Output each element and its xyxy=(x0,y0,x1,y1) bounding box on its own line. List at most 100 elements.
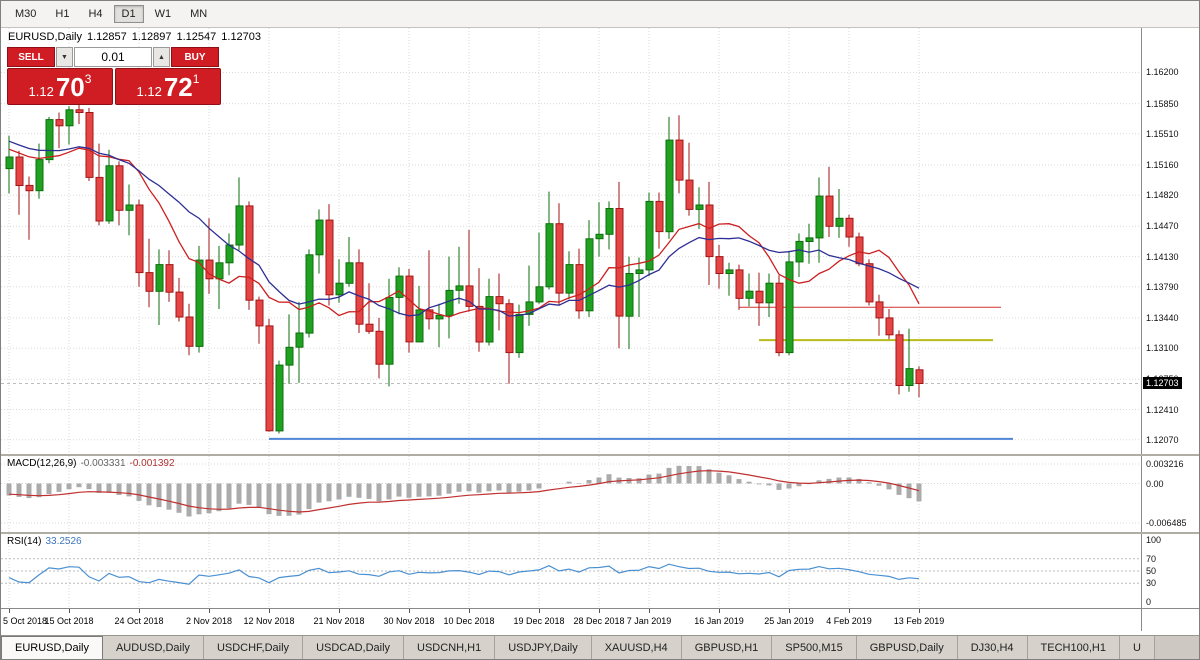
axis-tick: 1.14820 xyxy=(1146,190,1179,201)
date-label: 16 Jan 2019 xyxy=(694,616,744,626)
rsi-canvas[interactable] xyxy=(1,534,1141,608)
chart-title: EURUSD,Daily 1.12857 1.12897 1.12547 1.12703 xyxy=(8,31,266,43)
chart-area: EURUSD,Daily 1.12857 1.12897 1.12547 1.12703… xyxy=(1,28,1199,635)
axis-tick: 70 xyxy=(1146,553,1157,564)
axis-tick: 0 xyxy=(1146,596,1152,607)
macd-signal-line xyxy=(8,470,920,513)
date-label: 4 Feb 2019 xyxy=(826,616,872,626)
chart-tab-usdjpy-daily[interactable]: USDJPY,Daily xyxy=(495,636,592,659)
moving-average-line xyxy=(8,140,920,317)
price-chart-canvas[interactable] xyxy=(1,28,1141,454)
buy-price-big: 72 xyxy=(163,71,193,102)
chart-tabs-bar: EURUSD,Daily AUDUSD,Daily USDCHF,Daily USDC… xyxy=(1,635,1199,659)
axis-tick: 50 xyxy=(1146,566,1157,576)
date-label: 5 Oct 2018 xyxy=(3,616,48,626)
rsi-name: RSI(14) xyxy=(7,536,42,547)
macd-label: MACD(12,26,9) -0.003331 -0.001392 xyxy=(7,458,175,469)
buy-button[interactable]: BUY xyxy=(171,47,219,67)
timeframe-button-m30[interactable]: M30 xyxy=(7,5,44,23)
sell-price-button[interactable]: 1.12 70 3 xyxy=(7,68,113,105)
time-tick xyxy=(139,609,140,613)
chart-tab-tech100-h1[interactable]: TECH100,H1 xyxy=(1027,636,1120,659)
axis-tick: 1.15850 xyxy=(1146,98,1179,109)
axis-tick: 1.13440 xyxy=(1146,312,1179,323)
time-tick xyxy=(69,609,70,613)
chart-tab-u[interactable]: U xyxy=(1119,636,1155,659)
rsi-label: RSI(14) 33.2526 xyxy=(7,536,82,547)
buy-price-button[interactable]: 1.12 72 1 xyxy=(115,68,221,105)
axis-tick: 1.14130 xyxy=(1146,251,1179,262)
time-tick xyxy=(409,609,410,613)
sell-price-prefix: 1.12 xyxy=(28,84,54,99)
current-price-tag: 1.12703 xyxy=(1143,377,1182,390)
time-tick xyxy=(339,609,340,613)
macd-histogram xyxy=(6,465,922,517)
time-tick xyxy=(849,609,850,613)
macd-name: MACD(12,26,9) xyxy=(7,458,77,469)
timeframe-button-h1[interactable]: H1 xyxy=(47,5,77,23)
price-axis[interactable]: 1.16200 1.15850 1.15510 1.15160 1.14820 1.144… xyxy=(1141,28,1198,454)
chart-tab-usdcnh-h1[interactable]: USDCNH,H1 xyxy=(404,636,496,659)
chart-tab-dj30-h4[interactable]: DJ30,H4 xyxy=(957,636,1028,659)
chart-tab-audusd-daily[interactable]: AUDUSD,Daily xyxy=(102,636,204,659)
volume-input[interactable] xyxy=(74,47,152,67)
macd-main-value: -0.003331 xyxy=(80,458,126,469)
rsi-axis[interactable]: 100 70 50 30 0 xyxy=(1141,534,1198,608)
date-label: 25 Jan 2019 xyxy=(764,616,814,626)
date-label: 21 Nov 2018 xyxy=(313,616,365,626)
time-tick xyxy=(789,609,790,613)
date-label: 10 Dec 2018 xyxy=(443,616,495,626)
timeframe-button-h4[interactable]: H4 xyxy=(80,5,110,23)
timeframe-button-mn[interactable]: MN xyxy=(182,5,215,23)
chart-tab-sp500-m15[interactable]: SP500,M15 xyxy=(772,636,857,659)
volume-increase-button[interactable]: ▲ xyxy=(153,47,170,67)
timeframe-button-w1[interactable]: W1 xyxy=(147,5,180,23)
ohlc-open: 1.12857 xyxy=(86,31,127,43)
macd-canvas[interactable] xyxy=(1,456,1141,532)
chart-tab-gbpusd-daily[interactable]: GBPUSD,Daily xyxy=(856,636,958,659)
rsi-value: 33.2526 xyxy=(45,536,82,547)
rsi-line xyxy=(8,563,920,585)
timeframe-button-d1[interactable]: D1 xyxy=(113,5,144,23)
time-axis[interactable]: 5 Oct 2018 15 Oct 2018 24 Oct 2018 2 Nov 20… xyxy=(1,609,1141,631)
macd-plot[interactable]: MACD(12,26,9) -0.003331 -0.001392 xyxy=(1,456,1141,532)
pane-splitter[interactable] xyxy=(1,454,1199,456)
axis-tick: 0.003216 xyxy=(1146,458,1184,469)
rsi-plot[interactable]: RSI(14) 33.2526 xyxy=(1,534,1141,608)
chart-tab-usdcad-daily[interactable]: USDCAD,Daily xyxy=(303,636,405,659)
axis-corner xyxy=(1141,609,1198,631)
axis-tick: 1.16200 xyxy=(1146,67,1179,78)
date-label: 28 Dec 2018 xyxy=(573,616,625,626)
chart-tab-gbpusd-h1[interactable]: GBPUSD,H1 xyxy=(681,636,773,659)
axis-tick: -0.006485 xyxy=(1146,517,1187,528)
sell-button[interactable]: SELL xyxy=(7,47,55,67)
date-label: 19 Dec 2018 xyxy=(513,616,565,626)
axis-tick: 1.12410 xyxy=(1146,404,1179,415)
date-label: 24 Oct 2018 xyxy=(114,616,164,626)
price-pane: EURUSD,Daily 1.12857 1.12897 1.12547 1.12703… xyxy=(1,28,1199,454)
pane-splitter[interactable] xyxy=(1,532,1199,534)
volume-decrease-button[interactable]: ▼ xyxy=(56,47,73,67)
axis-tick: 30 xyxy=(1146,578,1157,589)
time-tick xyxy=(919,609,920,613)
price-plot[interactable]: EURUSD,Daily 1.12857 1.12897 1.12547 1.12703… xyxy=(1,28,1141,454)
macd-axis[interactable]: 0.003216 0.00 -0.006485 xyxy=(1141,456,1198,532)
time-axis-row: 5 Oct 2018 15 Oct 2018 24 Oct 2018 2 Nov 20… xyxy=(1,608,1199,631)
macd-pane: MACD(12,26,9) -0.003331 -0.001392 0.003216… xyxy=(1,456,1199,532)
chart-tab-usdchf-daily[interactable]: USDCHF,Daily xyxy=(203,636,304,659)
buy-price-pip: 1 xyxy=(192,71,200,86)
candles-layer xyxy=(5,103,924,434)
sell-price-pip: 3 xyxy=(84,71,92,86)
ohlc-close: 1.12703 xyxy=(221,31,262,43)
time-tick xyxy=(539,609,540,613)
axis-tick: 1.14470 xyxy=(1146,221,1179,232)
date-label: 30 Nov 2018 xyxy=(383,616,435,626)
chart-tab-xauusd-h4[interactable]: XAUUSD,H4 xyxy=(591,636,682,659)
chart-tab-eurusd-daily[interactable]: EURUSD,Daily xyxy=(1,636,103,659)
date-label: 12 Nov 2018 xyxy=(243,616,295,626)
symbol-period-label: EURUSD,Daily xyxy=(8,31,82,43)
moving-average-line xyxy=(8,147,920,318)
date-label: 13 Feb 2019 xyxy=(893,616,945,626)
